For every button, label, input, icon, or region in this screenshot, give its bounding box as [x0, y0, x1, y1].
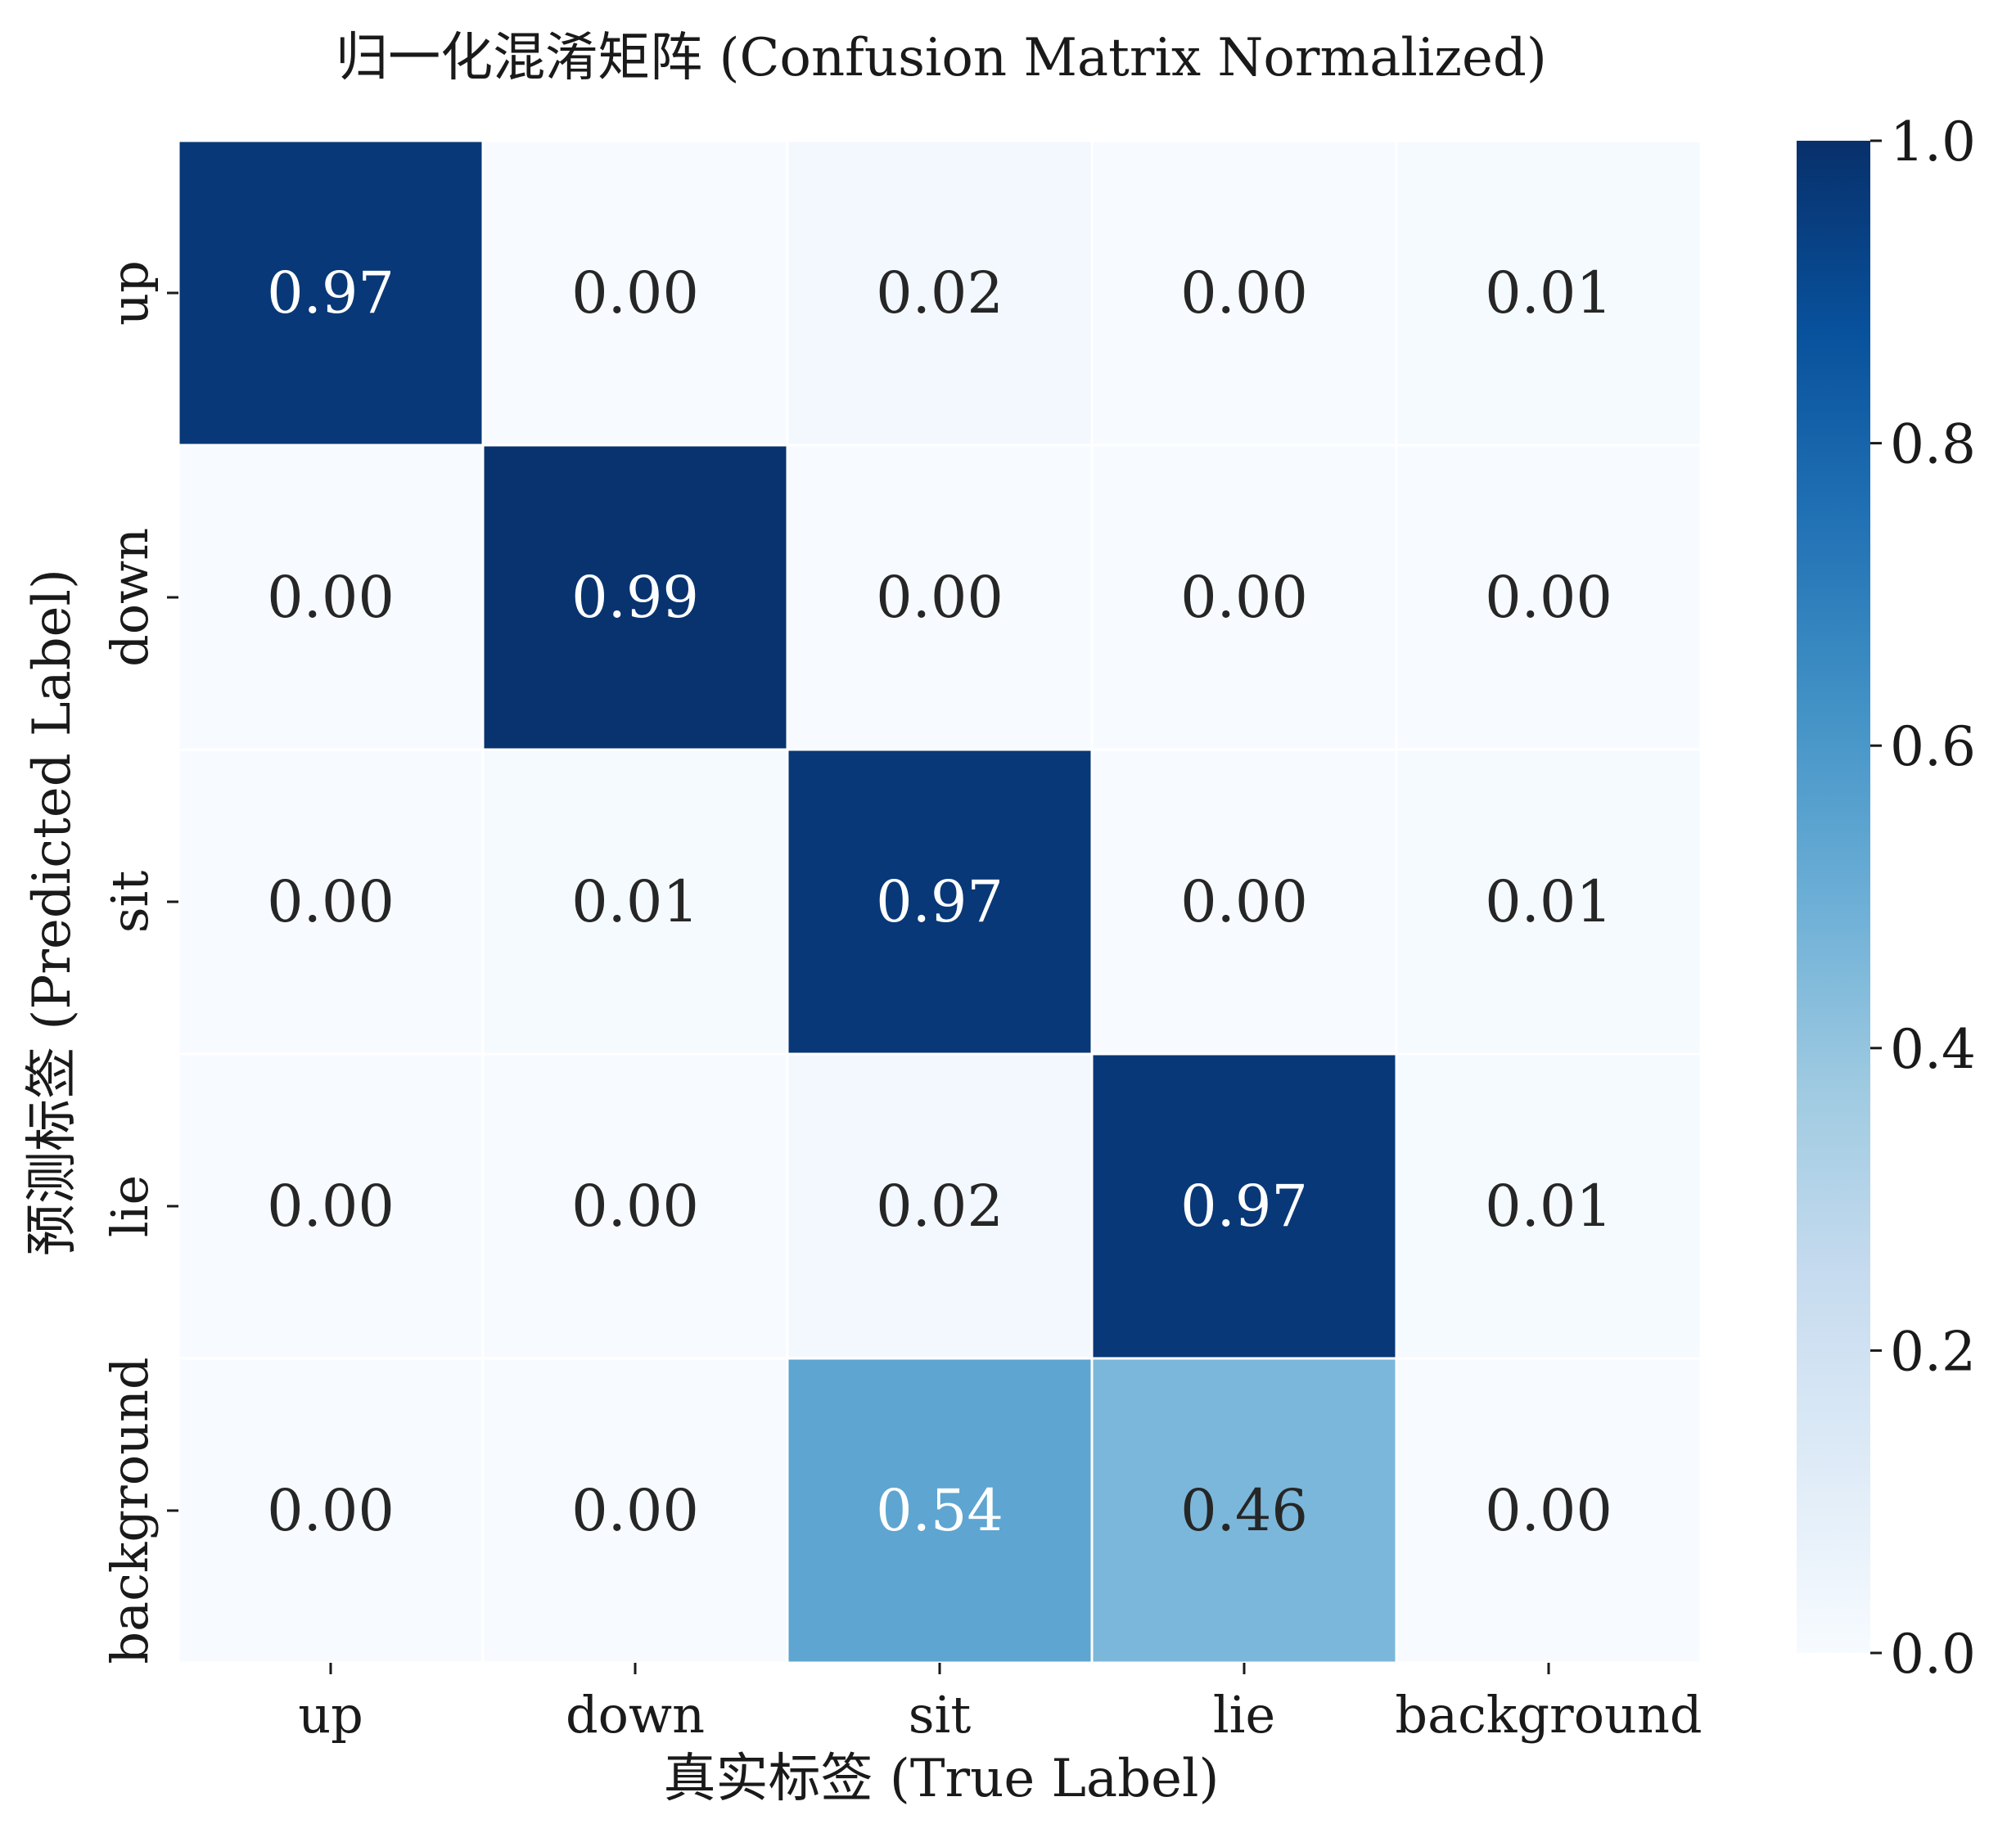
colorbar-tick-label: 1.0: [1890, 110, 1976, 173]
heatmap-cell: [481, 139, 789, 447]
cell-value-label: 0.97: [267, 259, 395, 327]
cell-value-label: 0.46: [1180, 1477, 1308, 1544]
heatmap-cell: [177, 1357, 485, 1664]
cell-value-label: 0.99: [571, 564, 699, 631]
heatmap-cell: [481, 748, 789, 1056]
heatmap-cell: [786, 444, 1094, 751]
cell-value-label: 0.01: [1485, 868, 1612, 935]
x-tick-label: lie: [1213, 1685, 1275, 1745]
x-tick-label: background: [1395, 1685, 1702, 1745]
cell-value-label: 0.00: [1180, 259, 1308, 327]
colorbar: [1797, 141, 1870, 1653]
cell-value-label: 0.00: [571, 1477, 699, 1544]
cell-value-label: 0.97: [876, 868, 1003, 935]
x-axis-ticks: up down sit lie background: [298, 1663, 1703, 1745]
heatmap-cell: [177, 444, 485, 751]
cell-value-label: 0.00: [267, 564, 395, 631]
cell-value-label: 0.54: [876, 1477, 1003, 1544]
cell-value-label: 0.00: [571, 259, 699, 327]
colorbar-tick-label: 0.0: [1890, 1623, 1976, 1686]
heatmap-cell: [786, 1357, 1094, 1664]
cell-value-label: 0.97: [1180, 1173, 1308, 1240]
y-tick-label: background: [100, 1357, 160, 1664]
colorbar-tick-label: 0.4: [1890, 1018, 1976, 1081]
heatmap-cells: 0.97 0.00 0.02 0.00 0.01 0.00 0.99 0.00 0.00 0.00…: [177, 139, 1703, 1664]
y-tick-label: sit: [100, 871, 160, 934]
cell-value-label: 0.01: [1485, 1173, 1612, 1240]
x-tick-label: sit: [909, 1685, 972, 1745]
colorbar-tick-label: 0.8: [1890, 413, 1976, 476]
heatmap-cell: [1395, 1357, 1703, 1664]
heatmap-cell: [481, 1052, 789, 1360]
y-tick-label: lie: [100, 1175, 160, 1237]
cell-value-label: 0.00: [1180, 564, 1308, 631]
x-axis-label: 真实标签 (True Label): [664, 1749, 1220, 1809]
heatmap-cell: [1395, 444, 1703, 751]
x-tick-label: up: [298, 1685, 363, 1745]
colorbar-tick-label: 0.2: [1890, 1320, 1976, 1383]
heatmap-cell: [786, 1052, 1094, 1360]
heatmap-cell: [1090, 139, 1398, 447]
cell-value-label: 0.02: [876, 1173, 1003, 1240]
cell-value-label: 0.00: [267, 1477, 395, 1544]
y-axis-ticks: up down sit lie background: [100, 260, 178, 1664]
y-tick-label: up: [100, 260, 160, 326]
y-tick-label: down: [100, 528, 160, 667]
heatmap-cell: [786, 748, 1094, 1056]
cell-value-label: 0.00: [1485, 564, 1612, 631]
cell-value-label: 0.00: [1485, 1477, 1612, 1544]
colorbar-tick-label: 0.6: [1890, 715, 1976, 778]
heatmap-cell: [177, 139, 485, 447]
heatmap-cell: [1090, 748, 1398, 1056]
heatmap-cell: [1090, 1052, 1398, 1360]
cell-value-label: 0.01: [1485, 259, 1612, 327]
cell-value-label: 0.02: [876, 259, 1003, 327]
cell-value-label: 0.00: [571, 1173, 699, 1240]
x-tick-label: down: [566, 1685, 705, 1745]
cell-value-label: 0.00: [1180, 868, 1308, 935]
cell-value-label: 0.00: [876, 564, 1003, 631]
heatmap-cell: [1395, 748, 1703, 1056]
heatmap-cell: [786, 139, 1094, 447]
colorbar-ticks: 0.0 0.2 0.4 0.6 0.8 1.0: [1870, 110, 1976, 1686]
cell-value-label: 0.01: [571, 868, 699, 935]
cell-value-label: 0.00: [267, 868, 395, 935]
chart-title: 归一化混淆矩阵 (Confusion Matrix Normalized): [336, 28, 1547, 88]
heatmap-cell: [1395, 1052, 1703, 1360]
cell-value-label: 0.00: [267, 1173, 395, 1240]
y-axis-label: 预测标签 (Predicted Label): [22, 569, 83, 1256]
heatmap-cell: [1395, 139, 1703, 447]
heatmap-cell: [481, 1357, 789, 1664]
